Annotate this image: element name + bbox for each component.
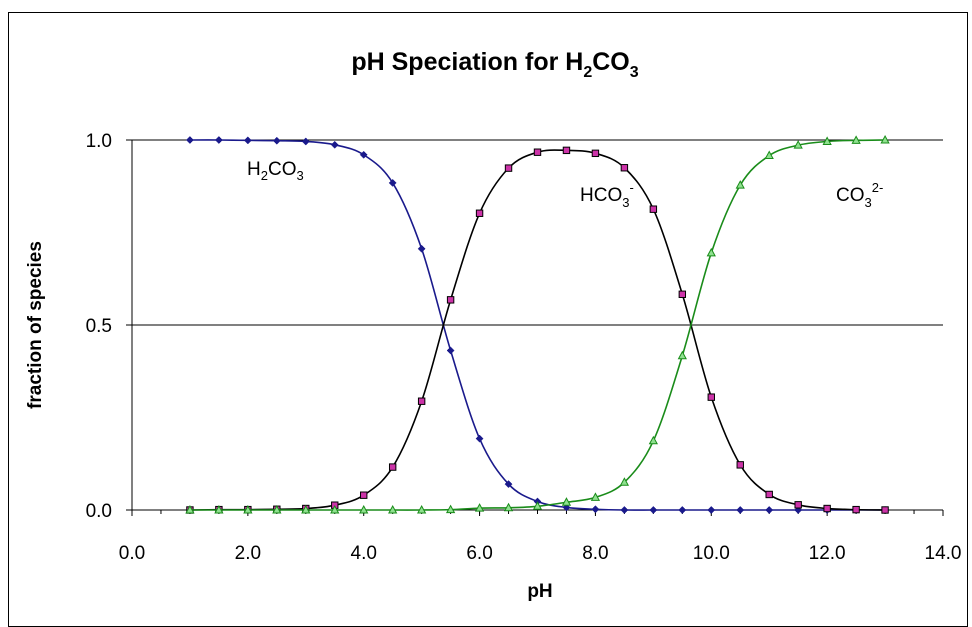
point-co3-23 [851,135,861,144]
point-co3-8 [417,504,427,514]
point-co3-0 [185,504,195,514]
point-h2co3-15 [620,506,629,514]
point-co3-6 [359,504,369,514]
point-hco3-9 [446,296,455,304]
point-hco3-11 [504,164,513,172]
y-axis-title: fraction of species [25,241,46,409]
point-co3-19 [735,180,745,189]
point-h2co3-19 [736,506,745,514]
point-hco3-16 [649,205,658,213]
point-hco3-15 [620,164,629,172]
point-h2co3-18 [707,506,716,514]
chart-title: pH Speciation for H2CO3 [351,48,638,81]
point-co3-2 [243,504,253,514]
point-co3-20 [764,150,774,160]
point-h2co3-8 [417,244,426,253]
point-co3-15 [619,477,630,486]
x-tick-label-2: 4.0 [351,543,377,564]
point-h2co3-2 [243,136,252,145]
point-hco3-24 [881,506,889,514]
point-hco3-8 [417,397,426,405]
x-axis-title: pH [527,581,552,602]
annotation-hco3: HCO3- [580,180,634,210]
point-co3-10 [474,503,485,512]
annotation-h2co3: H2CO3 [247,159,304,183]
point-co3-9 [445,504,456,514]
point-co3-11 [503,502,514,512]
x-tick-label-1: 2.0 [235,543,261,564]
point-co3-21 [793,140,803,149]
point-h2co3-17 [678,506,687,514]
point-h2co3-3 [272,136,281,145]
point-hco3-22 [823,504,831,513]
point-co3-16 [648,435,658,445]
point-h2co3-20 [765,506,774,514]
x-tick-label-4: 8.0 [582,543,608,564]
point-hco3-7 [388,463,397,471]
point-co3-3 [272,504,282,514]
point-h2co3-4 [301,137,310,146]
point-h2co3-0 [185,136,194,144]
point-hco3-14 [591,149,600,158]
point-h2co3-6 [359,150,368,159]
x-tick-label-5: 10.0 [693,543,730,564]
point-hco3-23 [852,505,860,514]
point-hco3-6 [360,491,368,499]
point-hco3-19 [736,461,744,469]
point-co3-4 [301,504,311,514]
data-series [185,134,890,514]
point-co3-18 [706,247,716,257]
point-co3-17 [677,350,687,360]
point-co3-7 [388,504,398,514]
point-co3-5 [330,504,340,514]
point-hco3-17 [678,290,687,298]
point-h2co3-14 [591,505,600,514]
point-hco3-18 [707,393,715,401]
y-tick-label-0: 0.0 [86,501,112,522]
point-h2co3-10 [475,434,484,443]
x-tick-label-6: 12.0 [809,543,846,564]
y-tick-labels: 0.0 0.5 1.0 [86,131,112,522]
point-h2co3-16 [649,506,658,514]
point-hco3-10 [475,209,484,217]
point-h2co3-7 [388,178,397,187]
point-hco3-20 [765,490,773,499]
y-tick-label-1: 0.5 [86,316,112,337]
point-h2co3-11 [504,480,513,489]
point-co3-12 [532,501,543,510]
x-tick-label-7: 14.0 [925,543,962,564]
point-hco3-21 [794,501,802,509]
x-tick-labels: 0.0 2.0 4.0 6.0 8.0 10.0 12.0 14.0 [119,543,962,564]
x-tick-label-3: 6.0 [466,543,492,564]
point-co3-24 [880,134,890,144]
point-h2co3-5 [330,140,339,149]
y-tick-label-2: 1.0 [86,131,112,152]
point-hco3-13 [562,146,571,155]
point-co3-13 [561,497,572,506]
x-tick-label-0: 0.0 [119,543,145,564]
point-h2co3-9 [446,346,455,355]
point-co3-22 [822,136,832,145]
series-co3 [185,134,890,514]
annotation-co3: CO32- [836,180,883,210]
point-co3-14 [590,492,601,501]
point-hco3-12 [533,148,542,156]
point-h2co3-1 [214,136,223,144]
point-co3-1 [214,504,224,514]
